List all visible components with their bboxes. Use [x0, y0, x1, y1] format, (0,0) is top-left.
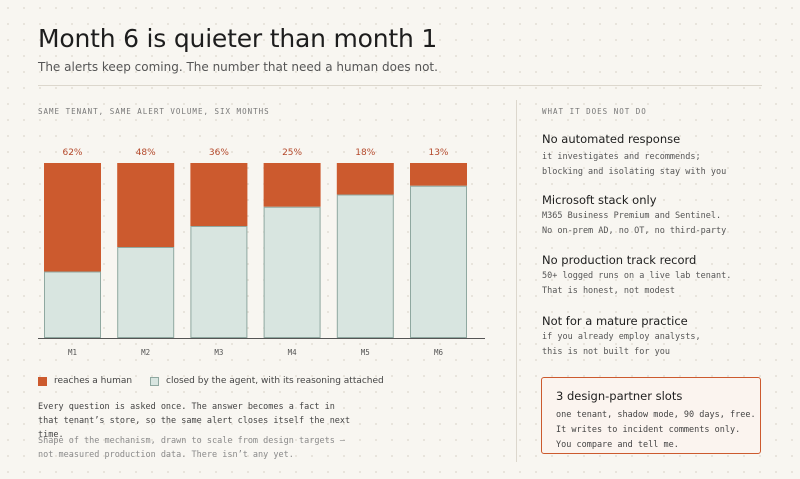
x-tick-M1: M1 [68, 348, 77, 357]
design-partner-callout: 3 design-partner slots one tenant, shado… [541, 377, 761, 454]
column-divider [516, 100, 517, 462]
legend-label-agent: closed by the agent, with its reasoning … [166, 376, 384, 386]
legend-swatch-human [38, 376, 47, 386]
chart-title: SAME TENANT, SAME ALERT VOLUME, SIX MONT… [38, 107, 270, 116]
limit-desc-1-line1: it investigates and recommends; [542, 152, 701, 162]
limit-title-1: No automated response [542, 132, 681, 146]
limit-title-2: Microsoft stack only [542, 193, 657, 207]
limit-desc-3: 50+ logged runs on a live lab tenant. Th… [542, 269, 762, 299]
data-label-M1: 62% [62, 148, 82, 158]
limit-desc-3-line1: 50+ logged runs on a live lab tenant. [542, 271, 732, 281]
limit-desc-2: M365 Business Premium and Sentinel. No o… [542, 209, 762, 239]
limit-desc-2-line2: No on-prem AD, no OT, no third-party [542, 226, 727, 236]
bar-human-M3 [190, 163, 248, 226]
limit-desc-1: it investigates and recommends; blocking… [542, 150, 762, 180]
limit-title-3: No production track record [542, 253, 697, 267]
legend-agent: closed by the agent, with its reasoning … [150, 376, 384, 386]
bar-human-M6 [410, 163, 467, 186]
bar-agent-M2 [117, 247, 175, 338]
bar-agent-M4 [263, 206, 321, 338]
limit-desc-4: if you already employ analysts, this is … [542, 330, 762, 360]
legend-swatch-agent [150, 376, 159, 386]
bar-agent-M3 [190, 226, 248, 338]
x-tick-M5: M5 [361, 348, 370, 357]
bar-human-M5 [336, 163, 394, 195]
page-title: Month 6 is quieter than month 1 [38, 24, 438, 53]
legend-human: reaches a human [38, 376, 132, 386]
bar-agent-M6 [410, 185, 467, 338]
page-subtitle: The alerts keep coming. The number that … [38, 60, 438, 74]
data-label-M2: 48% [136, 148, 156, 158]
bar-agent-M1 [44, 271, 101, 338]
cta-title: 3 design-partner slots [556, 389, 683, 403]
bar-human-M1 [44, 163, 101, 272]
header-divider [38, 85, 762, 86]
limit-desc-4-line1: if you already employ analysts, [542, 332, 701, 342]
data-label-M5: 18% [355, 148, 375, 158]
bar-agent-M5 [336, 194, 394, 338]
limits-heading: WHAT IT DOES NOT DO [542, 107, 647, 116]
x-tick-M6: M6 [434, 348, 444, 357]
limit-desc-2-line1: M365 Business Premium and Sentinel. [542, 211, 722, 221]
limit-desc-4-line2: this is not built for you [542, 347, 670, 357]
data-label-M4: 25% [282, 148, 302, 158]
data-label-M3: 36% [209, 148, 229, 158]
bar-human-M4 [263, 163, 321, 207]
limit-desc-3-line2: That is honest, not modest [542, 286, 676, 296]
stacked-bar-chart: 62% M1 48% M2 36% M3 25% M4 18% M5 13% M6 [38, 148, 485, 357]
limit-title-4: Not for a mature practice [542, 314, 688, 328]
x-tick-M2: M2 [141, 348, 150, 357]
limit-desc-1-line2: blocking and isolating stay with you [542, 167, 727, 177]
x-tick-M3: M3 [214, 348, 223, 357]
disclaimer-note: Shape of the mechanism, drawn to scale f… [38, 436, 346, 460]
cta-description: one tenant, shadow mode, 90 days, free. … [556, 410, 756, 450]
legend-label-human: reaches a human [54, 376, 133, 386]
data-label-M6: 13% [428, 148, 448, 158]
x-tick-M4: M4 [288, 348, 298, 357]
explanation-note: Every question is asked once. The answer… [38, 402, 351, 440]
bar-human-M2 [117, 163, 175, 247]
